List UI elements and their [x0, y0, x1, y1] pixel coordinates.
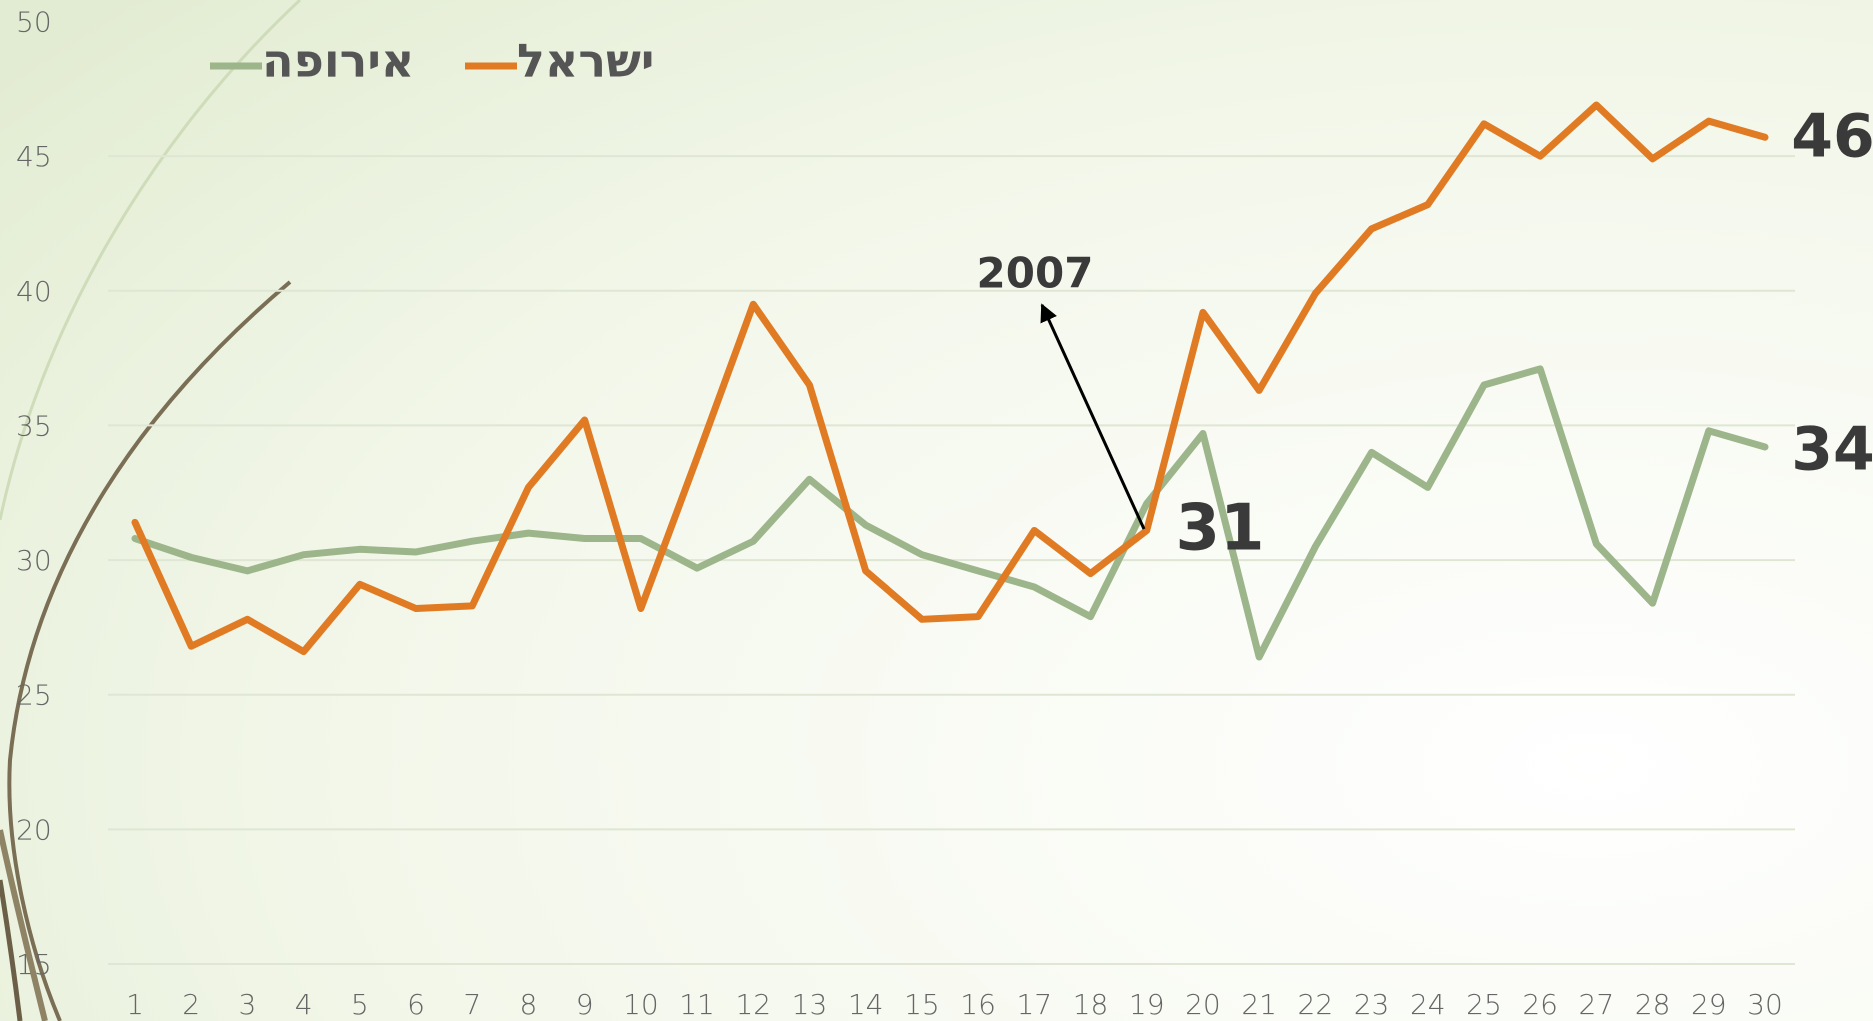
- x-tick-label: 12: [735, 988, 771, 1021]
- x-tick-label: 20: [1185, 988, 1221, 1021]
- x-tick-label: 7: [463, 988, 481, 1021]
- x-tick-label: 10: [623, 988, 659, 1021]
- annotation: 34: [1791, 415, 1873, 485]
- x-tick-label: 8: [520, 988, 538, 1021]
- x-tick-label: 11: [679, 988, 715, 1021]
- y-tick-label: 25: [16, 679, 52, 712]
- series-line: [131, 365, 1769, 661]
- annotation: 46: [1791, 102, 1873, 172]
- annotation: 2007: [977, 249, 1094, 298]
- x-tick-label: 3: [238, 988, 256, 1021]
- x-tick-label: 13: [792, 988, 828, 1021]
- y-tick-label: 15: [16, 948, 52, 981]
- x-tick-label: 22: [1298, 988, 1334, 1021]
- series-line: [131, 101, 1769, 656]
- x-tick-label: 24: [1410, 988, 1446, 1021]
- annotation: 31: [1175, 492, 1264, 566]
- x-tick-label: 27: [1579, 988, 1615, 1021]
- y-tick-label: 50: [16, 6, 52, 39]
- x-tick-label: 9: [576, 988, 594, 1021]
- y-tick-label: 40: [16, 275, 52, 308]
- x-tick-label: 19: [1129, 988, 1165, 1021]
- legend-label: ישראל: [517, 34, 654, 88]
- legend-label: אירופה: [262, 34, 414, 88]
- x-tick-label: 18: [1073, 988, 1109, 1021]
- x-tick-label: 2: [182, 988, 200, 1021]
- y-tick-label: 45: [16, 140, 52, 173]
- x-tick-label: 15: [904, 988, 940, 1021]
- x-tick-label: 16: [960, 988, 996, 1021]
- y-tick-label: 35: [16, 409, 52, 442]
- x-tick-label: 4: [295, 988, 313, 1021]
- x-tick-label: 28: [1635, 988, 1671, 1021]
- x-tick-label: 6: [407, 988, 425, 1021]
- x-tick-label: 17: [1016, 988, 1052, 1021]
- x-tick-label: 21: [1241, 988, 1277, 1021]
- x-tick-label: 1: [126, 988, 144, 1021]
- annotation-arrow: [1040, 303, 1146, 530]
- y-tick-label: 20: [16, 813, 52, 846]
- x-tick-label: 25: [1466, 988, 1502, 1021]
- x-tick-label: 23: [1354, 988, 1390, 1021]
- x-tick-label: 30: [1747, 988, 1783, 1021]
- decoration: [0, 0, 302, 1021]
- x-tick-label: 26: [1522, 988, 1558, 1021]
- x-tick-label: 29: [1691, 988, 1727, 1021]
- x-tick-label: 14: [848, 988, 884, 1021]
- x-tick-label: 5: [351, 988, 369, 1021]
- y-tick-label: 30: [16, 544, 52, 577]
